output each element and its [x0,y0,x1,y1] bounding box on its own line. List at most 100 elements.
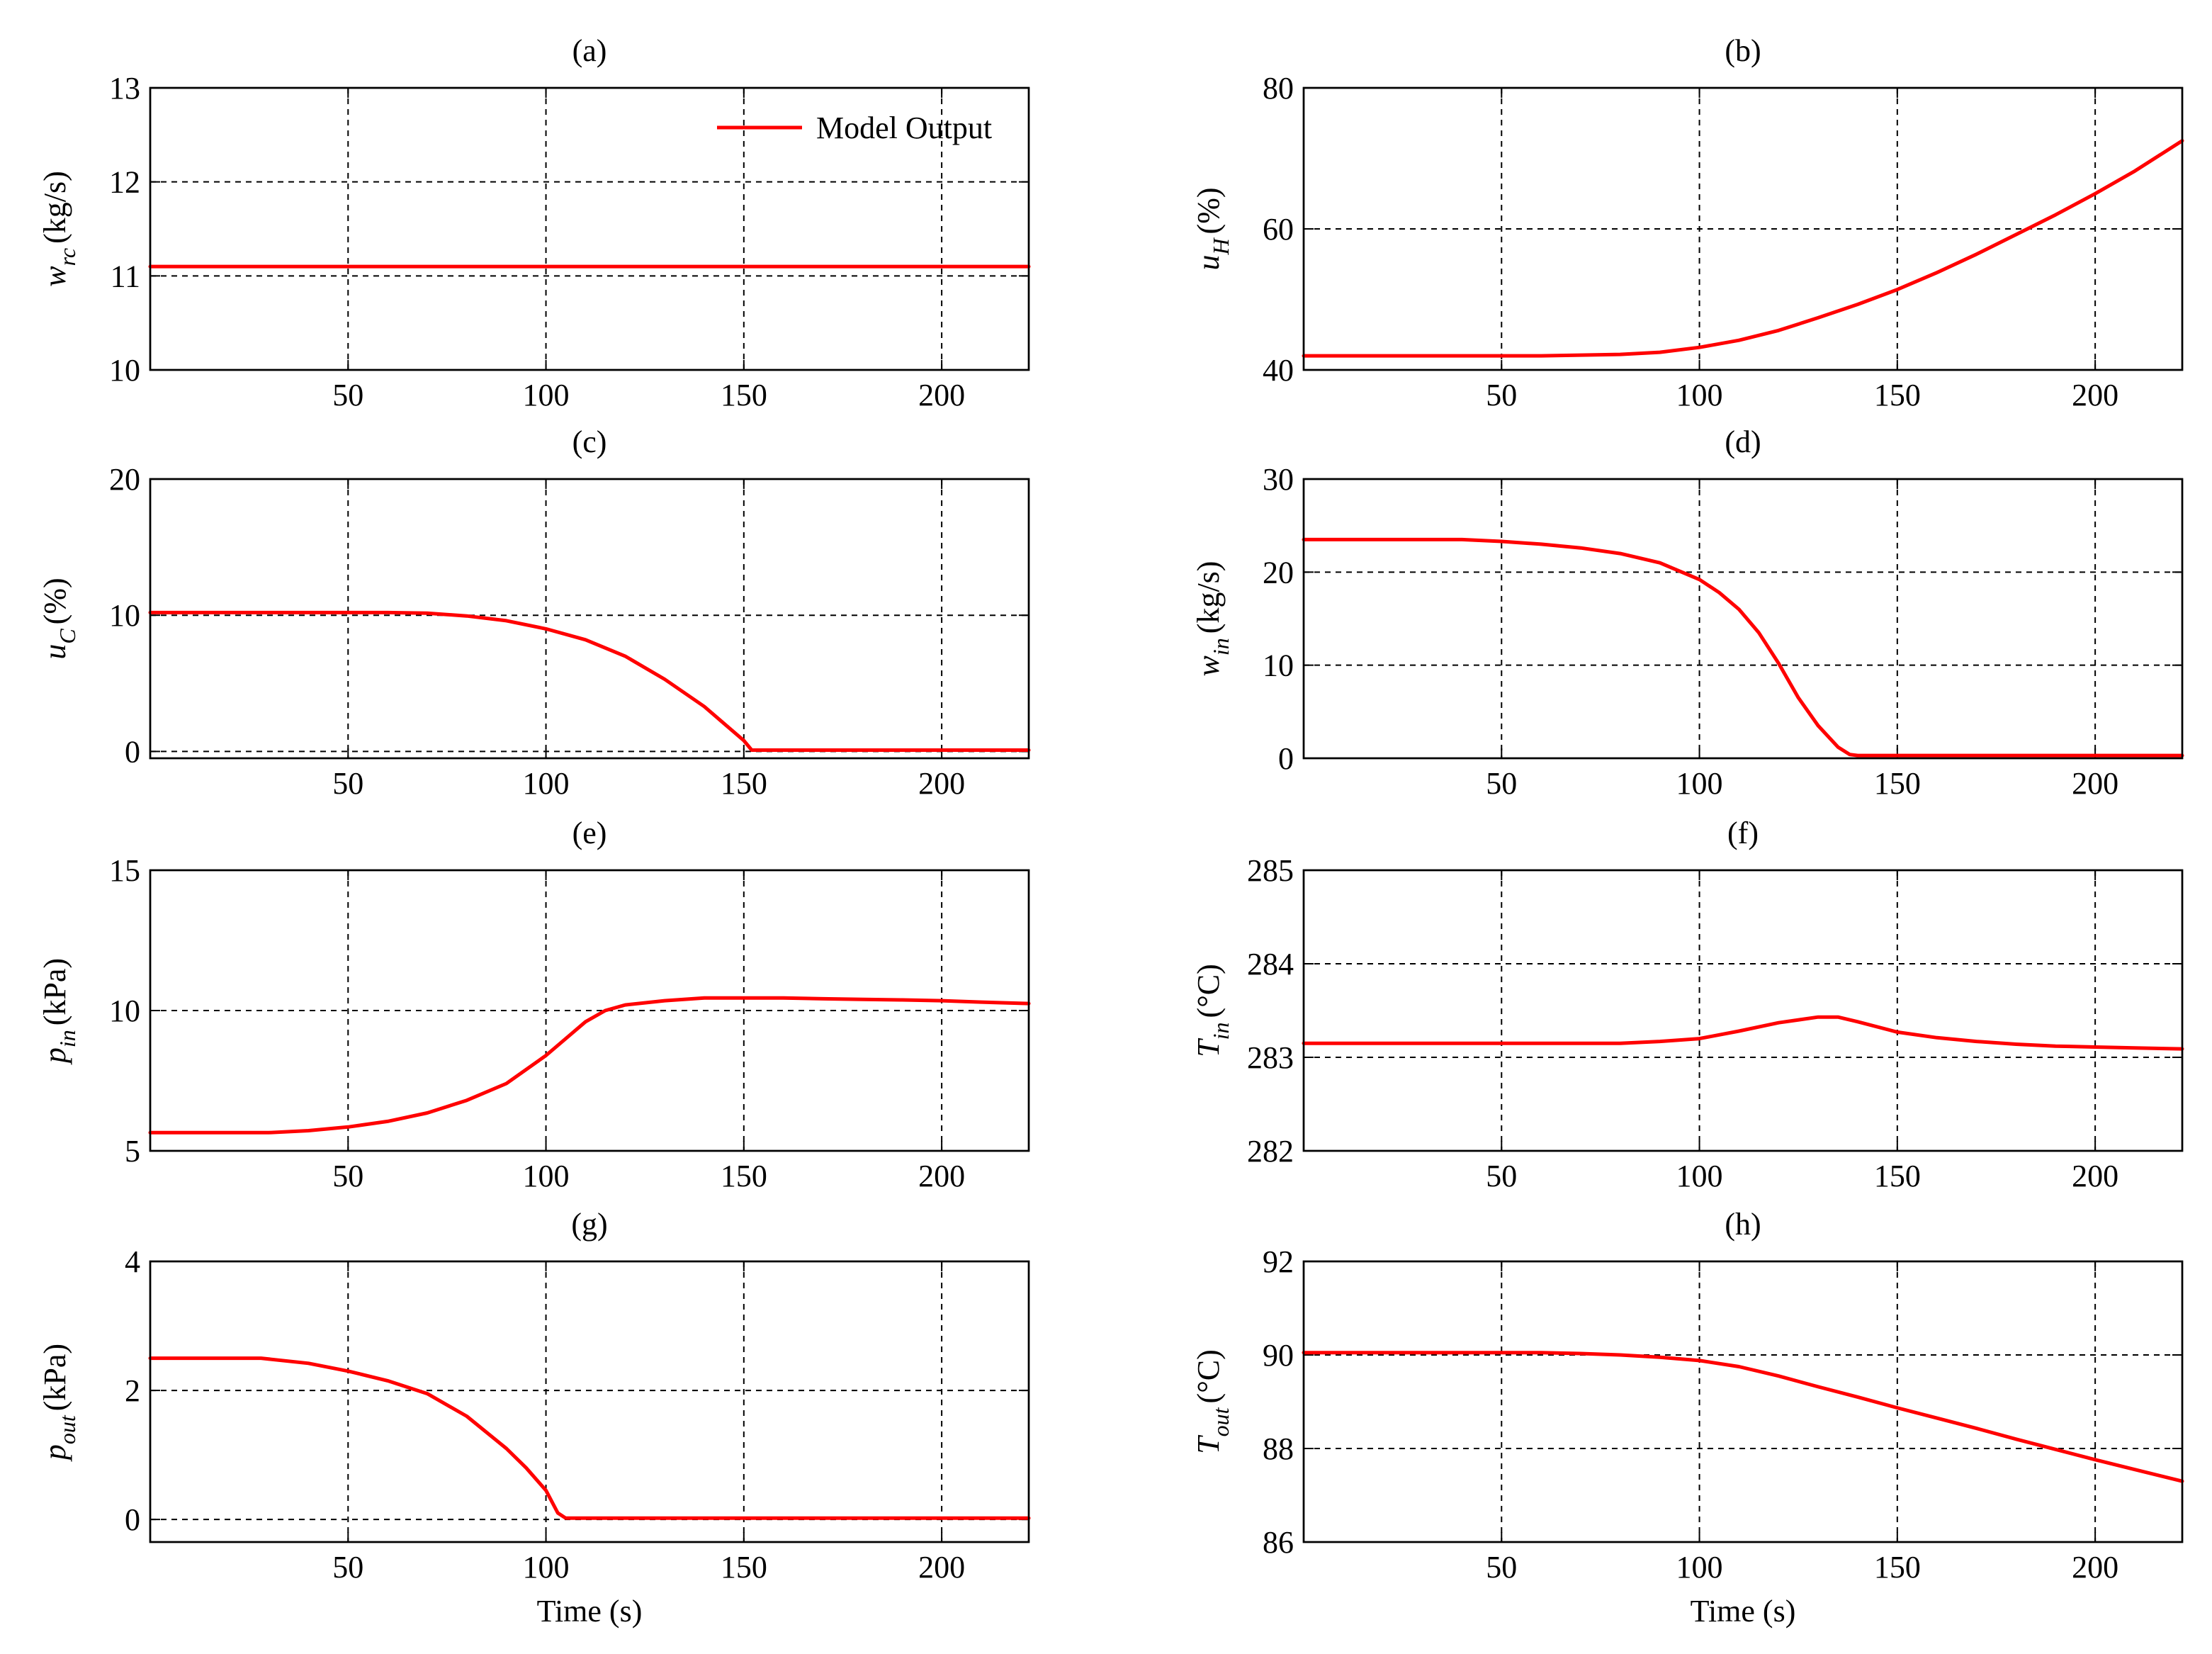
y-axis-label-e: pin (kPa) [38,958,80,1065]
y-axis-label-h: Tout (°C) [1191,1349,1234,1454]
y-axis-unit: (kg/s) [1191,561,1226,634]
x-tick-label: 150 [1874,378,1921,412]
y-tick-label: 20 [109,462,140,497]
series-line-h [1302,1351,2184,1483]
x-tick-label: 100 [523,1550,570,1585]
series-line-e [148,996,1031,1135]
series-line-g [148,1356,1031,1520]
x-tick-label: 100 [523,378,570,412]
panel-g: (g) 50 100 150 200 0 2 4 pout (kPa) Time (s) [38,1207,1031,1628]
y-tick-label: 284 [1247,947,1294,981]
y-axis-unit: (kPa) [38,958,72,1025]
legend-label: Model Output [816,111,992,145]
y-tick-label: 15 [109,853,140,888]
axes-box-a [149,86,1030,371]
y-axis-var: u [1191,255,1226,271]
y-tick-label: 92 [1263,1244,1294,1279]
y-axis-label-b: uH (%) [1191,187,1234,270]
y-axis-var: u [38,644,72,660]
y-tick-label: 4 [125,1244,140,1279]
y-tick-label: 10 [109,598,140,633]
x-tick-label: 200 [918,378,965,412]
y-tick-label: 30 [1263,462,1294,497]
x-tick-label: 50 [1486,1550,1517,1585]
y-axis-subscript: H [1208,237,1234,256]
y-tick-label: 10 [1263,648,1294,683]
y-tick-label: 88 [1263,1431,1294,1466]
axes-frame-h [1302,1260,2184,1543]
y-axis-unit: (°C) [1191,1349,1226,1403]
panel-label-b: (b) [1725,33,1761,68]
x-tick-label: 50 [1486,1159,1517,1193]
panel-h: (h) 50 100 150 200 86 88 90 92 Tout (°C) Time (s) [1191,1207,2184,1628]
axes-box-h [1302,1260,2184,1543]
y-axis-var: T [1191,1037,1226,1057]
panel-label-h: (h) [1725,1207,1761,1242]
axes-frame-g [149,1260,1030,1543]
y-axis-unit: (kg/s) [38,171,72,244]
y-tick-label: 5 [125,1134,140,1169]
y-axis-label-g: pout (kPa) [38,1344,80,1462]
y-tick-label: 282 [1247,1134,1294,1169]
panel-c: (c) 50 100 150 200 0 10 20 uC (%) [38,424,1031,801]
y-axis-var: w [38,266,72,287]
x-tick-label: 50 [332,1550,363,1585]
x-tick-label: 150 [1874,1550,1921,1585]
y-tick-label: 12 [109,165,140,200]
y-tick-label: 283 [1247,1040,1294,1075]
x-tick-label: 50 [332,1159,363,1193]
panel-label-g: (g) [571,1207,607,1242]
y-tick-label: 86 [1263,1525,1294,1560]
x-tick-label: 50 [332,766,363,801]
x-tick-label: 100 [523,766,570,801]
y-axis-unit: (%) [1191,187,1226,234]
x-tick-label: 50 [1486,766,1517,801]
y-tick-label: 0 [125,734,140,769]
axes-frame-e [149,869,1030,1152]
panel-label-c: (c) [572,424,607,459]
panel-label-e: (e) [572,816,607,850]
y-axis-unit: (kPa) [38,1344,72,1411]
y-axis-var: p [38,1444,72,1462]
x-tick-label: 200 [918,1550,965,1585]
y-axis-subscript: rc [55,248,80,266]
x-tick-label: 100 [1676,766,1723,801]
y-axis-label-d: win (kg/s) [1191,561,1234,677]
y-axis-subscript: in [1208,638,1234,656]
y-axis-subscript: in [1208,1022,1234,1040]
x-tick-label: 200 [918,766,965,801]
y-tick-label: 13 [109,71,140,106]
x-tick-label: 150 [721,1159,767,1193]
y-axis-unit: (°C) [1191,964,1226,1018]
y-tick-label: 20 [1263,555,1294,590]
x-tick-label: 200 [2072,766,2118,801]
x-tick-label: 200 [2072,1159,2118,1193]
y-tick-label: 0 [1278,741,1294,776]
y-tick-label: 2 [125,1373,140,1408]
y-tick-label: 60 [1263,212,1294,247]
y-tick-label: 0 [125,1502,140,1537]
x-tick-label: 150 [1874,766,1921,801]
x-tick-label: 100 [523,1159,570,1193]
y-axis-label-a: wrc (kg/s) [38,171,80,286]
x-tick-label: 50 [332,378,363,412]
axes-frame-c [149,478,1030,760]
x-tick-label: 200 [918,1159,965,1193]
series-line-b [1302,139,2184,358]
x-tick-label: 150 [721,766,767,801]
panel-f: (f) 50 100 150 200 282 283 284 285 Tin (°C) [1191,816,2184,1193]
panel-b: (b) 50 100 150 200 40 60 80 uH (%) [1191,33,2184,412]
axes-frame-a [149,86,1030,371]
series-line-c [148,610,1031,752]
y-axis-subscript: out [1208,1407,1234,1436]
x-tick-label: 100 [1676,1159,1723,1193]
y-axis-label-c: uC (%) [38,578,80,659]
panel-label-f: (f) [1727,816,1759,850]
axes-frame-f [1302,869,2184,1152]
series-line-d [1302,537,2184,758]
y-axis-var: p [38,1047,72,1065]
legend: Model Output [717,111,992,145]
axes-box-c [149,478,1030,760]
y-tick-label: 10 [109,994,140,1028]
